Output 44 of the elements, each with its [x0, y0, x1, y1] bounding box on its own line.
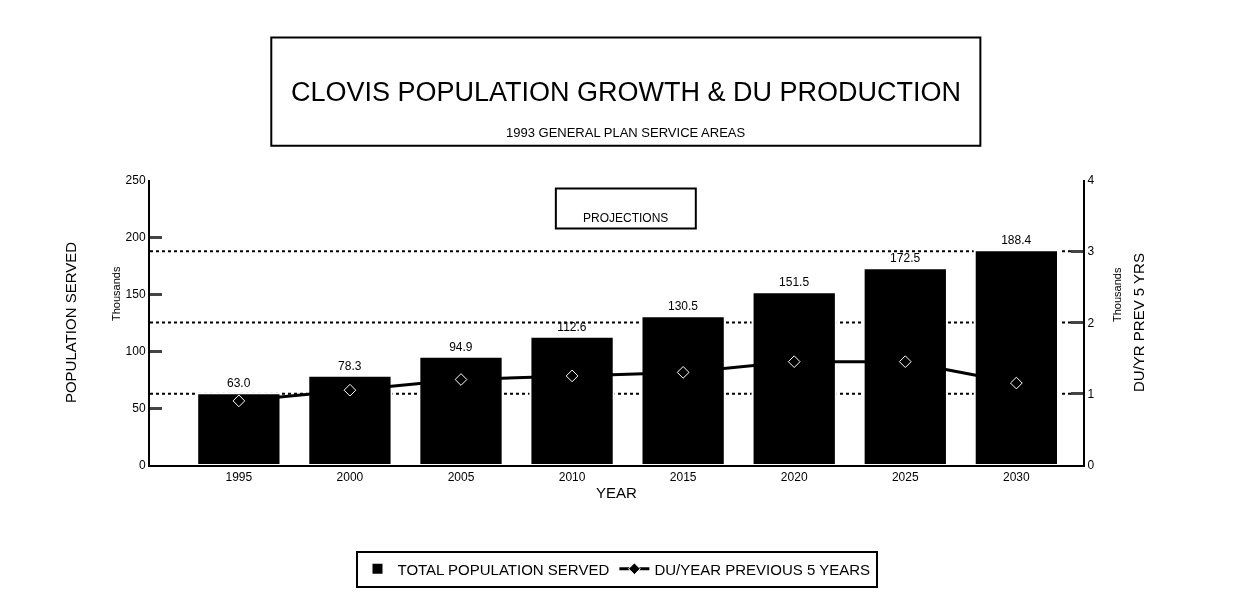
y2-axis-title: DU/YR PREV 5 YRS	[1129, 253, 1147, 392]
chart-subtitle: 1993 GENERAL PLAN SERVICE AREAS	[506, 125, 746, 140]
data-label: 94.9	[449, 339, 473, 354]
y-tick-label: 200	[125, 230, 146, 245]
y-tick-label: 50	[132, 401, 146, 416]
x-tick-label: 2030	[1003, 470, 1031, 485]
legend-label: TOTAL POPULATION SERVED	[397, 560, 610, 578]
x-axis-title: YEAR	[596, 483, 638, 501]
x-tick-label: 2025	[891, 470, 919, 485]
y-axis-title: POPULATION SERVED	[62, 241, 80, 404]
x-tick-label: 2020	[780, 470, 808, 485]
point	[1010, 376, 1023, 390]
legend-label: DU/YEAR PREVIOUS 5 YEARS	[654, 560, 871, 578]
y2-tick-label: 4	[1087, 173, 1095, 188]
x-tick-label: 2015	[669, 470, 697, 485]
point	[676, 366, 690, 379]
y-tick-label: 100	[125, 344, 146, 359]
data-label: 172.5	[890, 251, 921, 266]
y-tick-label: 150	[125, 287, 146, 302]
point	[787, 355, 801, 369]
y2-tick-label: 1	[1087, 386, 1095, 401]
text: Thousands	[110, 266, 123, 322]
y2-tick-label: 2	[1087, 315, 1095, 330]
text: Thousands	[1110, 267, 1123, 322]
x-tick-label: 2005	[447, 470, 475, 485]
x-tick-label: 2000	[336, 470, 364, 485]
y-tick-label: 0	[138, 458, 146, 473]
point	[454, 373, 468, 386]
data-label: 188.4	[1001, 233, 1032, 248]
x-tick-label: 1995	[225, 470, 253, 485]
x-tick-label: 2010	[558, 470, 586, 485]
point	[898, 355, 912, 369]
y2-tick-label: 3	[1087, 244, 1095, 259]
y2-tick-label: 0	[1087, 458, 1095, 473]
point	[232, 394, 246, 408]
data-label: 151.5	[779, 275, 810, 290]
data-label: 63.0	[227, 376, 251, 391]
point	[565, 369, 579, 383]
point	[343, 383, 357, 397]
chart-title: CLOVIS POPULATION GROWTH & DU PRODUCTION	[291, 77, 962, 107]
y-tick-label: 250	[125, 173, 146, 188]
annotation: PROJECTIONS	[583, 211, 669, 225]
data-label: 130.5	[667, 299, 699, 314]
data-label: 78.3	[338, 358, 362, 373]
